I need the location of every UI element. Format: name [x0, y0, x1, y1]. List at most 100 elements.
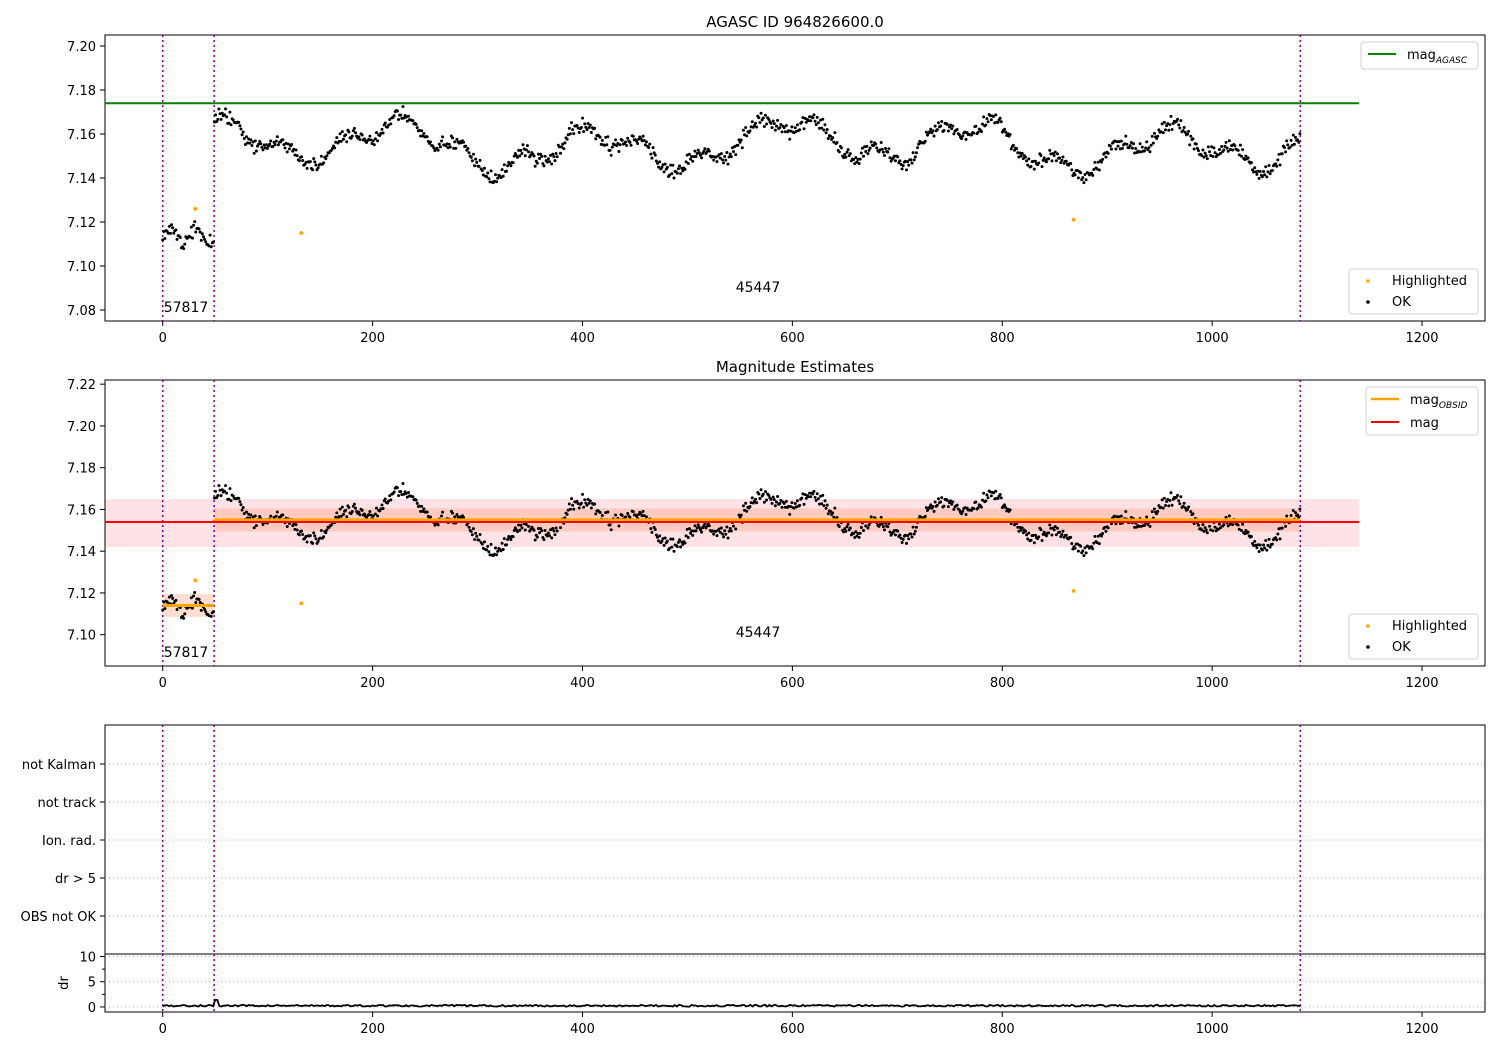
ok-point: [939, 500, 943, 504]
ok-point: [788, 512, 792, 516]
ok-point: [347, 506, 351, 510]
ok-point: [473, 538, 477, 542]
ok-point: [523, 528, 527, 532]
ok-point: [1021, 531, 1025, 535]
ok-point: [447, 142, 451, 146]
ok-point: [399, 113, 403, 117]
ok-point: [1008, 508, 1012, 512]
ok-point: [174, 598, 178, 602]
ok-point: [1048, 523, 1052, 527]
ok-point: [1274, 536, 1278, 540]
ok-point: [527, 150, 531, 154]
ok-point: [1181, 504, 1185, 508]
ok-point: [1054, 533, 1058, 537]
ok-point: [772, 498, 776, 502]
ok-point: [501, 174, 505, 178]
ok-point: [647, 146, 651, 150]
ok-point: [859, 151, 863, 155]
ok-point: [1033, 159, 1037, 163]
ok-point: [933, 500, 937, 504]
ok-point: [690, 155, 694, 159]
ok-point: [671, 537, 675, 541]
ok-point: [658, 160, 662, 164]
ok-point: [1020, 526, 1024, 530]
highlighted-point: [1071, 217, 1076, 222]
ok-point: [734, 153, 738, 157]
ok-point: [1009, 522, 1013, 526]
ok-point: [1055, 526, 1059, 530]
ok-point: [1040, 538, 1044, 542]
ok-point: [828, 509, 832, 513]
axes-frame: [104, 379, 1486, 667]
ok-point: [354, 131, 358, 135]
ok-point: [249, 138, 253, 142]
ok-point: [513, 151, 517, 155]
ok-point: [1076, 549, 1080, 553]
ok-point: [683, 167, 687, 171]
ok-point: [335, 511, 339, 515]
ok-point: [439, 139, 443, 143]
ok-point: [523, 154, 527, 158]
ok-point: [411, 495, 415, 499]
ok-point: [313, 160, 317, 164]
ok-point: [660, 539, 664, 543]
ok-point: [999, 120, 1003, 124]
ok-point: [906, 160, 910, 164]
ok-point: [572, 132, 576, 136]
ok-point: [333, 146, 337, 150]
ok-point: [536, 526, 540, 530]
ok-point: [436, 148, 440, 152]
ok-point: [265, 146, 269, 150]
ok-point: [1252, 170, 1256, 174]
ok-point: [998, 116, 1002, 120]
ok-point: [224, 484, 228, 488]
ok-point: [880, 522, 884, 526]
ok-point: [823, 123, 827, 127]
ok-point: [913, 529, 917, 533]
ok-point: [1145, 515, 1149, 519]
ok-point: [1182, 125, 1186, 129]
ok-point: [339, 139, 343, 143]
ok-point: [702, 524, 706, 528]
ok-point: [881, 525, 885, 529]
x-tick-label: 400: [570, 676, 595, 691]
ok-point: [917, 142, 921, 146]
ok-point: [1003, 503, 1007, 507]
ok-point: [1268, 545, 1272, 549]
ok-point: [835, 140, 839, 144]
ok-point: [519, 523, 523, 527]
ok-point: [1104, 529, 1108, 533]
ok-point: [502, 537, 506, 541]
ok-point: [651, 146, 655, 150]
ok-point: [1097, 168, 1101, 172]
ok-point: [563, 141, 567, 145]
ok-point: [855, 160, 859, 164]
ok-point: [779, 498, 783, 502]
flag-category-label: not Kalman: [22, 758, 96, 773]
ok-point: [238, 500, 242, 504]
ok-point: [714, 155, 718, 159]
x-tick-label: 1200: [1405, 331, 1438, 346]
ok-point: [1231, 523, 1235, 527]
ok-point: [462, 515, 466, 519]
obsid-label: 45447: [736, 625, 781, 641]
ok-point: [505, 543, 509, 547]
ok-point: [485, 175, 489, 179]
panel-title: Magnitude Estimates: [716, 358, 874, 376]
ok-point: [229, 499, 233, 503]
ok-point: [1008, 133, 1012, 137]
ok-point: [1170, 128, 1174, 132]
ok-point: [588, 499, 592, 503]
x-tick-label: 600: [780, 331, 805, 346]
ok-point: [748, 129, 752, 133]
ok-point: [692, 155, 696, 159]
ok-point: [1018, 151, 1022, 155]
ok-point: [269, 514, 273, 518]
ok-point: [428, 515, 432, 519]
ok-point: [933, 124, 937, 128]
ok-point: [581, 116, 585, 120]
ok-point: [936, 121, 940, 125]
ok-point: [520, 151, 524, 155]
ok-point: [761, 492, 765, 496]
ok-point: [1152, 507, 1156, 511]
